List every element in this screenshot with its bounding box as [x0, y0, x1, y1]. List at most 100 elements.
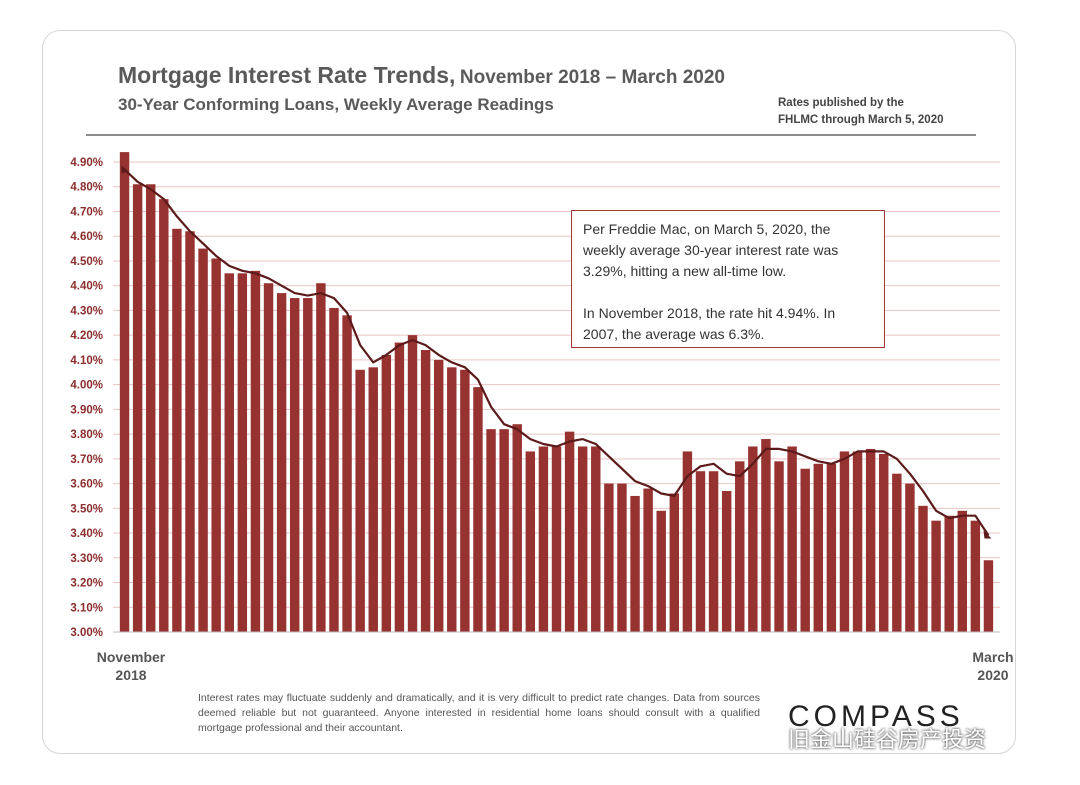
- chart-title-main: Mortgage Interest Rate Trends,: [118, 62, 456, 88]
- y-tick-label: 3.90%: [70, 404, 103, 416]
- bar: [473, 387, 483, 632]
- bar: [172, 228, 182, 632]
- bar: [538, 446, 549, 632]
- bar: [237, 273, 248, 632]
- source-line-2: FHLMC through March 5, 2020: [778, 114, 944, 126]
- bar: [381, 354, 392, 632]
- bar: [761, 439, 771, 632]
- trend-line: [123, 168, 990, 537]
- x-axis-start-label: November 2018: [96, 649, 166, 683]
- y-tick-label: 4.50%: [70, 256, 103, 268]
- bar: [735, 461, 745, 632]
- chart-subtitle: 30-Year Conforming Loans, Weekly Average…: [118, 95, 554, 114]
- bar: [813, 463, 824, 632]
- bar: [316, 283, 326, 632]
- y-tick-label: 3.60%: [70, 479, 103, 491]
- bar: [303, 298, 313, 632]
- bar: [499, 429, 509, 632]
- bar: [918, 505, 928, 632]
- bar: [224, 273, 234, 632]
- bar: [119, 152, 130, 632]
- watermark: 旧金山硅谷房产投资: [758, 722, 986, 754]
- y-tick-label: 3.80%: [70, 429, 103, 441]
- bar: [525, 451, 536, 632]
- y-tick-label: 4.80%: [70, 182, 103, 194]
- bar: [355, 369, 365, 632]
- bar: [276, 293, 287, 632]
- bar: [368, 367, 378, 632]
- bar: [591, 446, 601, 632]
- bar: [787, 446, 797, 632]
- bar: [721, 491, 732, 632]
- watermark-text: 旧金山硅谷房产投资: [788, 728, 987, 753]
- bar: [852, 451, 863, 632]
- bar: [931, 520, 941, 632]
- bar: [800, 468, 810, 632]
- bar: [132, 184, 143, 632]
- y-tick-label: 4.10%: [70, 355, 103, 367]
- annotation-para-2: In November 2018, the rate hit 4.94%. In…: [583, 305, 836, 342]
- bar: [211, 258, 221, 632]
- bar: [420, 350, 431, 632]
- bar: [865, 448, 876, 632]
- wechat-icon: [758, 732, 784, 750]
- trend-start-marker: [121, 165, 129, 174]
- bar: [577, 446, 588, 632]
- bar: [159, 199, 169, 632]
- bar: [774, 461, 784, 632]
- y-tick-label: 3.10%: [70, 602, 103, 614]
- bar: [460, 369, 470, 632]
- compass-logo: COMPASS: [788, 700, 964, 733]
- y-tick-label: 4.00%: [70, 380, 103, 392]
- trend-end-marker: [983, 530, 992, 539]
- bar: [905, 483, 915, 632]
- bar: [564, 431, 575, 632]
- annotation-para-1: Per Freddie Mac, on March 5, 2020, the w…: [583, 221, 839, 279]
- bar: [669, 493, 680, 632]
- bar: [643, 488, 653, 632]
- bar: [407, 335, 418, 632]
- bar: [957, 510, 967, 632]
- y-tick-label: 4.60%: [70, 231, 103, 243]
- bar: [879, 453, 889, 632]
- bar: [486, 429, 496, 632]
- bar: [604, 483, 614, 632]
- source-line-1: Rates published by the: [778, 97, 904, 109]
- bar: [394, 342, 405, 632]
- bar: [826, 463, 837, 632]
- bar: [146, 184, 156, 632]
- bar: [983, 560, 994, 632]
- chart-title: Mortgage Interest Rate Trends, November …: [118, 62, 725, 89]
- bar: [630, 495, 640, 632]
- bar: [512, 424, 522, 632]
- y-tick-label: 3.50%: [70, 503, 103, 515]
- y-tick-label: 4.30%: [70, 305, 103, 317]
- y-tick-label: 3.00%: [70, 627, 103, 639]
- disclaimer-text: Interest rates may fluctuate suddenly an…: [198, 692, 760, 734]
- bar: [748, 446, 758, 632]
- bar: [708, 471, 719, 632]
- y-tick-label: 4.90%: [70, 157, 103, 169]
- x-axis-end-label: March 2020: [972, 649, 1014, 683]
- bar: [617, 483, 627, 632]
- bar: [263, 283, 274, 632]
- bar: [695, 471, 706, 632]
- bar: [970, 520, 981, 632]
- bar: [185, 231, 195, 632]
- bar: [329, 307, 339, 632]
- y-tick-label: 3.40%: [70, 528, 103, 540]
- bar: [656, 510, 666, 632]
- title-divider: [86, 134, 976, 136]
- bar: [839, 451, 850, 632]
- bar: [289, 298, 300, 632]
- bar: [551, 446, 562, 632]
- source-note: Rates published by the FHLMC through Mar…: [778, 95, 944, 129]
- bar: [342, 315, 352, 632]
- y-tick-label: 3.20%: [70, 578, 103, 590]
- y-tick-label: 4.20%: [70, 330, 103, 342]
- y-tick-label: 3.70%: [70, 454, 103, 466]
- bar: [944, 515, 954, 632]
- bar: [892, 473, 902, 632]
- chart-title-range: November 2018 – March 2020: [459, 67, 725, 88]
